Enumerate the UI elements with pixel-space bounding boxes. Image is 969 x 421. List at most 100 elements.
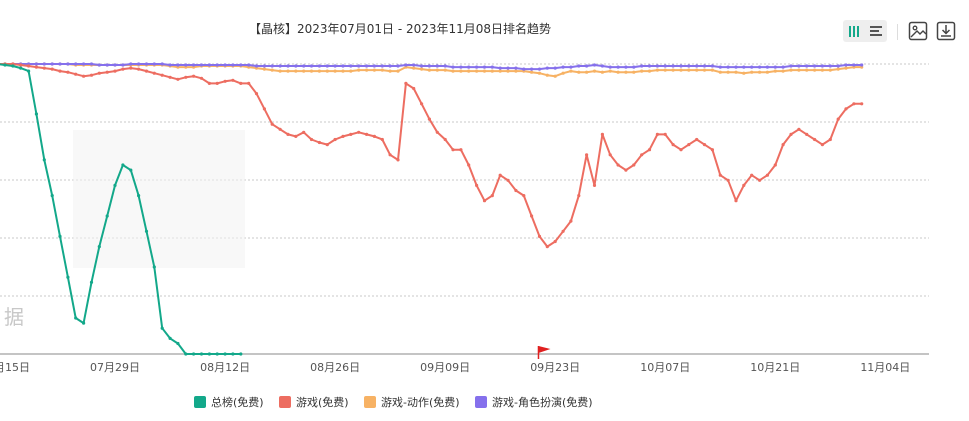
- data-point: [537, 71, 542, 75]
- data-point: [286, 132, 290, 136]
- data-point: [97, 245, 101, 249]
- data-point: [82, 74, 86, 78]
- data-point: [129, 168, 133, 172]
- data-point: [750, 70, 754, 74]
- data-point: [325, 69, 329, 73]
- bar-chart-button[interactable]: [843, 20, 865, 42]
- data-point: [702, 143, 707, 147]
- data-point: [435, 64, 439, 68]
- data-point: [317, 140, 321, 145]
- data-point: [765, 70, 770, 74]
- data-point: [168, 336, 172, 340]
- data-point: [624, 168, 628, 172]
- data-point: [254, 92, 259, 96]
- data-point: [828, 68, 832, 72]
- legend-item[interactable]: 游戏-动作(免费): [364, 394, 460, 412]
- data-point: [215, 81, 219, 85]
- data-point: [294, 134, 298, 138]
- x-tick-label: 07月15日: [0, 361, 30, 374]
- data-point: [451, 148, 455, 152]
- data-point: [333, 137, 337, 142]
- data-point: [498, 66, 502, 70]
- series-line: [0, 62, 864, 71]
- data-point: [231, 352, 235, 356]
- data-point: [553, 74, 557, 78]
- data-point: [577, 194, 581, 198]
- data-point: [105, 214, 109, 218]
- data-point: [74, 316, 78, 320]
- data-point: [537, 234, 542, 238]
- data-point: [294, 64, 298, 68]
- data-point: [278, 64, 282, 68]
- data-point: [475, 65, 479, 69]
- data-point: [545, 245, 549, 249]
- data-point: [11, 64, 15, 68]
- data-point: [781, 143, 785, 147]
- data-point: [325, 64, 329, 68]
- data-point: [168, 75, 172, 79]
- data-point: [506, 69, 510, 73]
- data-point: [223, 352, 227, 356]
- data-point: [239, 81, 243, 85]
- data-point: [302, 130, 306, 134]
- data-point: [663, 64, 667, 68]
- data-point: [333, 69, 337, 73]
- data-point: [231, 78, 235, 82]
- data-point: [640, 64, 644, 68]
- chart-title: 【晶核】2023年07月01日 - 2023年11月08日排名趋势: [248, 22, 552, 36]
- data-point: [184, 63, 188, 67]
- save-image-button[interactable]: [907, 20, 929, 42]
- data-point: [718, 70, 722, 74]
- data-point: [412, 66, 416, 70]
- data-point: [506, 66, 510, 70]
- data-point: [404, 63, 408, 67]
- data-point: [372, 134, 376, 138]
- data-point: [239, 352, 243, 356]
- data-point: [663, 132, 667, 136]
- x-tick-label: 11月04日: [860, 361, 910, 374]
- data-point: [490, 69, 494, 73]
- data-point: [309, 137, 314, 142]
- data-point: [592, 63, 597, 67]
- data-point: [655, 68, 660, 72]
- data-point: [317, 64, 321, 68]
- data-point: [836, 64, 840, 68]
- list-view-button[interactable]: [865, 20, 887, 42]
- data-point: [758, 70, 762, 74]
- legend-item[interactable]: 总榜(免费): [194, 394, 264, 412]
- data-point: [388, 69, 392, 73]
- data-point: [89, 73, 94, 77]
- data-point: [710, 68, 715, 72]
- data-point: [294, 69, 298, 73]
- data-point: [726, 65, 730, 69]
- download-button[interactable]: [935, 20, 957, 42]
- legend-item[interactable]: 游戏-角色扮演(免费): [475, 394, 593, 412]
- data-point: [600, 64, 605, 68]
- data-point: [702, 68, 707, 72]
- data-point: [129, 62, 133, 66]
- data-point: [357, 64, 361, 68]
- legend-label: 游戏(免费): [296, 396, 349, 409]
- data-point: [58, 69, 62, 73]
- data-point: [781, 65, 785, 69]
- grid-lines: [0, 63, 929, 297]
- legend-item[interactable]: 游戏(免费): [279, 394, 349, 412]
- data-point: [530, 214, 534, 218]
- data-point: [262, 64, 266, 68]
- data-point: [758, 65, 762, 69]
- data-point: [365, 64, 369, 68]
- event-flag[interactable]: [537, 346, 551, 359]
- data-point: [66, 70, 70, 74]
- data-point: [223, 63, 227, 67]
- data-point: [380, 137, 384, 142]
- data-point: [498, 173, 502, 177]
- data-point: [223, 79, 227, 83]
- data-point: [137, 194, 141, 198]
- data-point: [734, 65, 738, 69]
- data-point: [710, 148, 715, 152]
- data-point: [286, 64, 290, 68]
- data-point: [144, 62, 149, 66]
- data-point: [585, 64, 589, 68]
- data-point: [616, 65, 620, 69]
- data-point: [482, 69, 487, 73]
